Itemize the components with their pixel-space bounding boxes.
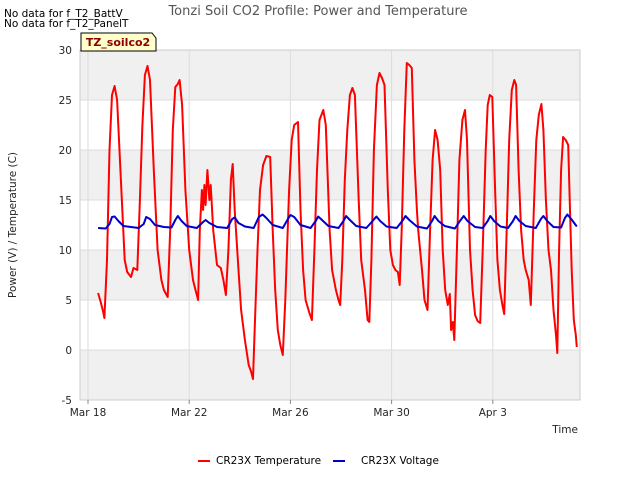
site-tag: TZ_soilco2 bbox=[80, 32, 157, 52]
legend: CR23X Temperature CR23X Voltage bbox=[198, 455, 439, 467]
background-band bbox=[80, 150, 580, 200]
x-axis-label: Time bbox=[551, 424, 578, 436]
background-band bbox=[80, 50, 580, 100]
y-tick-label: 25 bbox=[59, 95, 72, 107]
y-tick-label: 30 bbox=[59, 45, 72, 57]
no-data-message-panelt: No data for f_T2_PanelT bbox=[4, 18, 129, 30]
y-tick-label: 20 bbox=[59, 145, 72, 157]
site-tag-box bbox=[80, 32, 157, 52]
x-tick-label: Mar 26 bbox=[272, 407, 309, 419]
x-tick-label: Apr 3 bbox=[479, 407, 507, 419]
plot-area bbox=[79, 49, 581, 401]
y-tick-label: -5 bbox=[62, 395, 72, 407]
voltage-series-line bbox=[98, 213, 578, 230]
site-tag-label: TZ_soilco2 bbox=[86, 36, 150, 49]
x-tick-label: Mar 22 bbox=[171, 407, 208, 419]
y-axis-label: Power (V) / Temperature (C) bbox=[7, 152, 19, 298]
x-tick-label: Mar 30 bbox=[373, 407, 410, 419]
legend-label-voltage: CR23X Voltage bbox=[361, 455, 439, 467]
legend-label-temperature: CR23X Temperature bbox=[216, 455, 321, 467]
y-tick-label: 10 bbox=[59, 245, 72, 257]
series-layer bbox=[97, 62, 578, 380]
temperature-series-line bbox=[97, 62, 578, 380]
background-band bbox=[80, 350, 580, 400]
plot-background-bands bbox=[80, 50, 580, 400]
y-tick-label: 15 bbox=[59, 195, 72, 207]
chart-title: Tonzi Soil CO2 Profile: Power and Temper… bbox=[167, 4, 467, 19]
axis-ticks: -5 0 5 10 15 20 25 30 Mar 18 Mar 22 Mar 26 Mar 30 Ap… bbox=[59, 45, 507, 419]
y-tick-label: 5 bbox=[65, 295, 72, 307]
x-tick-label: Mar 18 bbox=[70, 407, 107, 419]
y-tick-label: 0 bbox=[65, 345, 72, 357]
no-data-message-battv: No data for f_T2_BattV bbox=[4, 8, 123, 20]
